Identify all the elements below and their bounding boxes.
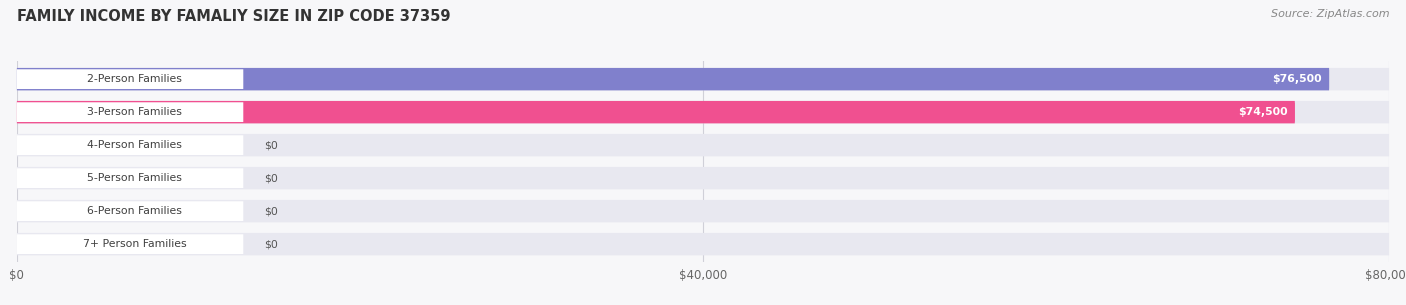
FancyBboxPatch shape — [17, 168, 243, 188]
FancyBboxPatch shape — [17, 101, 1389, 123]
Text: 7+ Person Families: 7+ Person Families — [83, 239, 187, 249]
Text: $0: $0 — [264, 173, 278, 183]
Text: $0: $0 — [264, 206, 278, 216]
FancyBboxPatch shape — [17, 200, 1389, 222]
FancyBboxPatch shape — [17, 68, 1389, 90]
FancyBboxPatch shape — [17, 233, 1389, 255]
Text: $76,500: $76,500 — [1272, 74, 1322, 84]
FancyBboxPatch shape — [17, 69, 243, 89]
FancyBboxPatch shape — [1199, 70, 1329, 89]
Text: 3-Person Families: 3-Person Families — [87, 107, 181, 117]
Text: FAMILY INCOME BY FAMALIY SIZE IN ZIP CODE 37359: FAMILY INCOME BY FAMALIY SIZE IN ZIP COD… — [17, 9, 450, 24]
FancyBboxPatch shape — [17, 101, 1295, 123]
FancyBboxPatch shape — [17, 167, 1389, 189]
FancyBboxPatch shape — [17, 68, 1329, 90]
FancyBboxPatch shape — [17, 102, 243, 122]
FancyBboxPatch shape — [17, 201, 243, 221]
FancyBboxPatch shape — [17, 134, 1389, 156]
FancyBboxPatch shape — [17, 135, 243, 155]
Text: $0: $0 — [264, 239, 278, 249]
Text: 2-Person Families: 2-Person Families — [87, 74, 181, 84]
FancyBboxPatch shape — [1164, 102, 1295, 122]
Text: $74,500: $74,500 — [1239, 107, 1288, 117]
Text: 5-Person Families: 5-Person Families — [87, 173, 181, 183]
Text: $0: $0 — [264, 140, 278, 150]
Text: 6-Person Families: 6-Person Families — [87, 206, 181, 216]
Text: Source: ZipAtlas.com: Source: ZipAtlas.com — [1271, 9, 1389, 19]
FancyBboxPatch shape — [17, 234, 243, 254]
Text: 4-Person Families: 4-Person Families — [87, 140, 181, 150]
